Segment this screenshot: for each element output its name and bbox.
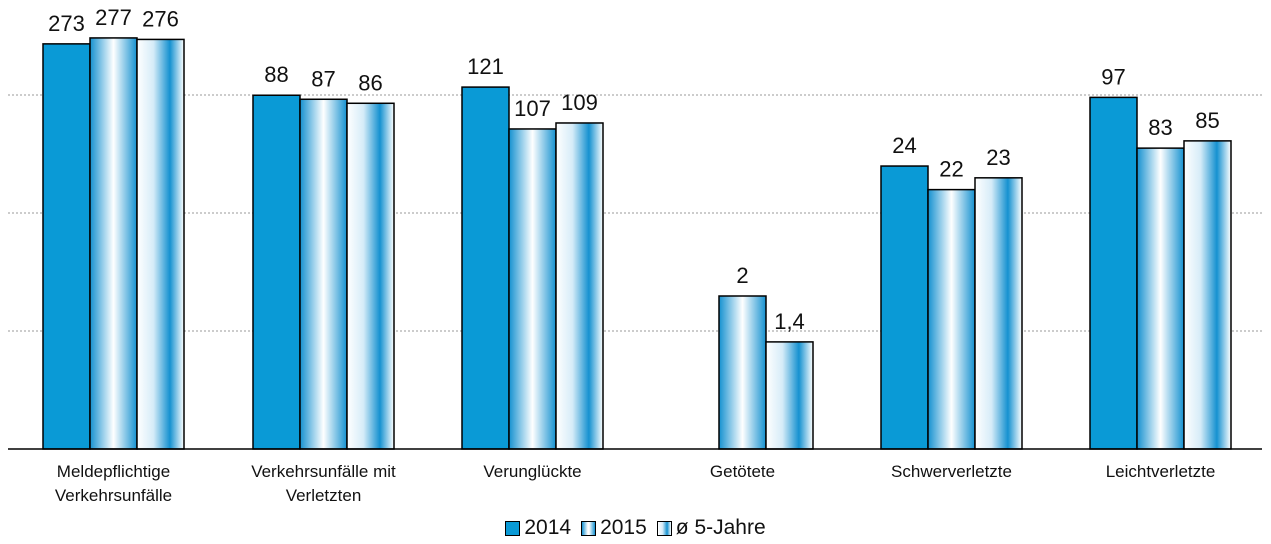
category-labels: Meldepflichtige Verkehrsunfälle Verkehrsun… [55,462,1215,505]
value-label-5-year-average-cat-3: 109 [561,90,598,115]
bar-2015-cat-6 [1136,147,1185,450]
legend-label-2015: 2015 [600,516,647,539]
bar-5-year-average-cat-1 [136,38,185,450]
value-label-2014-cat-6: 97 [1101,64,1125,89]
value-label-2014-cat-5: 24 [892,133,916,158]
bar-5-year-average-cat-2 [346,102,395,450]
bar-2014-cat-3 [461,86,510,450]
bar-2015-cat-2 [299,98,348,450]
value-label-5-year-average-cat-2: 86 [358,70,382,95]
category-label-1: Meldepflichtige Verkehrsunfälle [55,462,172,505]
value-label-2015-cat-5: 22 [939,157,963,182]
legend-swatch-2014 [505,520,521,536]
bar-2015-cat-3 [508,128,557,450]
bar-5-year-average-cat-4 [765,341,814,450]
bar-5-year-average-cat-3 [555,122,604,450]
value-label-2015-cat-2: 87 [311,66,335,91]
category-label-3: Verunglückte [483,462,581,481]
category-label-4: Getötete [710,462,775,481]
bar-2014-cat-2 [252,94,301,450]
bar-5-year-average-cat-6 [1183,140,1232,450]
value-label-5-year-average-cat-4: 1,4 [774,309,805,334]
legend: 2014 2015 ø 5-Jahre [0,514,1271,542]
legend-swatch-2015 [581,520,597,536]
bars [42,37,1232,450]
category-label-5: Schwerverletzte [891,462,1012,481]
value-label-2014-cat-1: 273 [48,11,85,36]
bar-2014-cat-5 [880,165,929,450]
value-label-2015-cat-4: 2 [736,263,748,288]
bar-2015-cat-4 [718,295,767,450]
legend-item-2015: 2015 [581,516,647,540]
legend-item-5-year-average: ø 5-Jahre [656,516,766,540]
legend-swatch-5-year-average [656,520,672,536]
value-labels: 273 277 276 88 87 86 121 107 109 2 1,4 24 22 23 97 83 85 [48,5,1220,334]
bar-2014-cat-6 [1089,96,1138,450]
value-label-2015-cat-1: 277 [95,5,132,30]
bar-5-year-average-cat-5 [974,177,1023,450]
gridlines [8,94,1262,332]
value-label-2014-cat-2: 88 [264,62,288,87]
bar-2015-cat-5 [927,188,976,450]
value-label-2015-cat-3: 107 [514,96,551,121]
bar-2015-cat-1 [89,37,138,450]
legend-item-2014: 2014 [505,516,571,540]
value-label-2014-cat-3: 121 [467,54,504,79]
value-label-5-year-average-cat-1: 276 [142,6,179,31]
bar-2014-cat-1 [42,43,91,450]
category-label-6: Leichtverletzte [1106,462,1216,481]
value-label-5-year-average-cat-6: 85 [1195,108,1219,133]
chart: 273 277 276 88 87 86 121 107 109 2 1,4 24 22 23 97 83 85… [8,5,1262,505]
legend-label-2014: 2014 [524,516,572,539]
legend-label-5-year-average: ø 5-Jahre [675,516,766,539]
value-label-2015-cat-6: 83 [1148,115,1172,140]
category-label-2: Verkehrsunfälle mit Verletzten [251,462,396,505]
value-label-5-year-average-cat-5: 23 [986,145,1010,170]
